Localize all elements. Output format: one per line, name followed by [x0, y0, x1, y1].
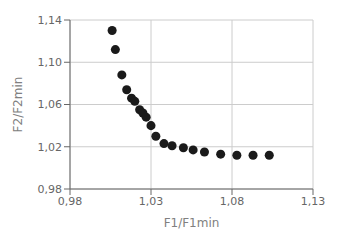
svg-text:F1/F1min: F1/F1min	[164, 216, 220, 230]
svg-text:0,98: 0,98	[58, 195, 83, 208]
svg-text:1,13: 1,13	[301, 195, 326, 208]
svg-text:0,98: 0,98	[38, 183, 63, 196]
svg-text:1,03: 1,03	[139, 195, 164, 208]
svg-text:1,02: 1,02	[38, 141, 63, 154]
svg-text:1,10: 1,10	[38, 56, 63, 69]
svg-text:1,14: 1,14	[38, 14, 63, 27]
svg-text:1,08: 1,08	[220, 195, 245, 208]
svg-text:1,06: 1,06	[38, 98, 63, 111]
svg-text:F2/F2min: F2/F2min	[11, 77, 25, 133]
